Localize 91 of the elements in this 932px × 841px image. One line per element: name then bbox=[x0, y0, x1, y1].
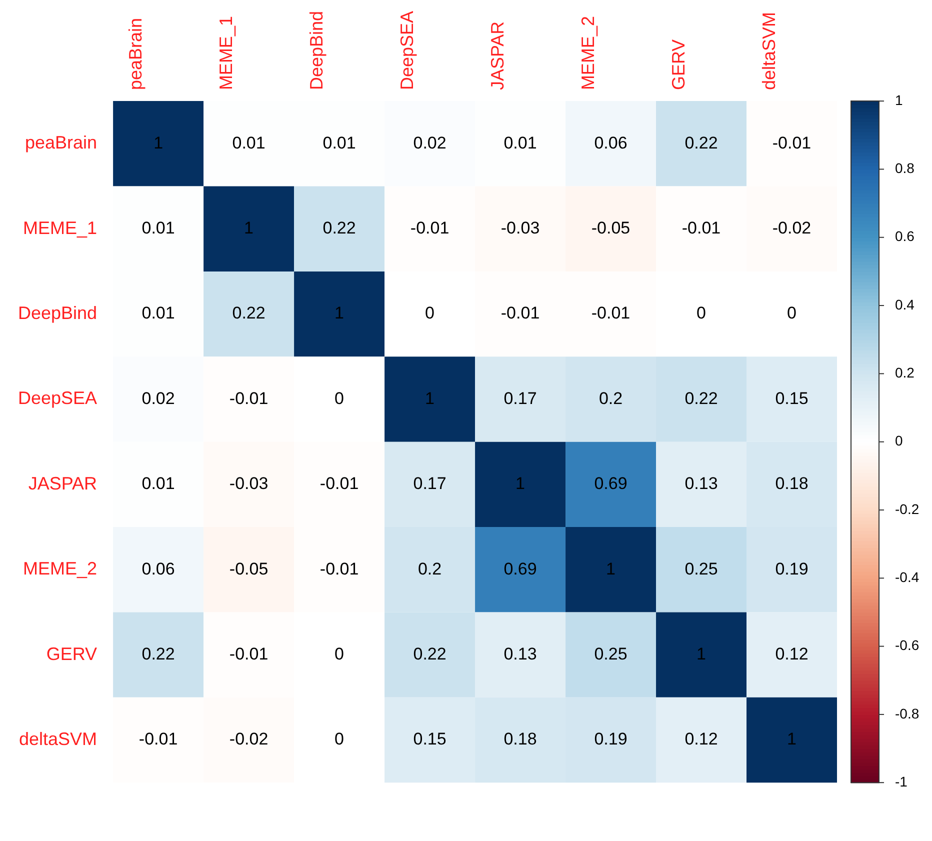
color-bar-label: -0.8 bbox=[895, 705, 920, 722]
data-label: 0.69 bbox=[504, 559, 537, 578]
data-label: 0.19 bbox=[775, 559, 808, 578]
color-bar-label: -0.4 bbox=[895, 568, 920, 585]
data-label: 0.02 bbox=[413, 133, 446, 152]
color-bar-label: 0.6 bbox=[895, 228, 915, 244]
data-label: 1 bbox=[425, 388, 435, 408]
data-label: 0 bbox=[696, 304, 706, 323]
data-label: 0.01 bbox=[142, 474, 175, 494]
y-tick-label: DeepBind bbox=[18, 303, 98, 324]
y-tick-label: DeepSEA bbox=[18, 388, 98, 408]
data-label: 0 bbox=[334, 388, 344, 408]
data-label: 0 bbox=[334, 644, 344, 664]
data-label: 1 bbox=[696, 644, 706, 664]
x-tick-label: DeepSEA bbox=[397, 10, 418, 90]
data-label: -0.01 bbox=[229, 388, 268, 408]
y-tick-label: JASPAR bbox=[28, 473, 98, 494]
data-label: 0.01 bbox=[322, 133, 356, 152]
data-label: -0.01 bbox=[410, 218, 450, 238]
data-label: -0.01 bbox=[591, 304, 630, 323]
y-tick-label: MEME_2 bbox=[23, 558, 98, 579]
data-label: 0.22 bbox=[142, 644, 175, 664]
data-label: -0.05 bbox=[591, 218, 630, 238]
x-tick-label: MEME_1 bbox=[216, 16, 236, 90]
data-label: -0.02 bbox=[772, 218, 812, 238]
data-label: 1 bbox=[154, 133, 164, 152]
data-label: 0.22 bbox=[322, 218, 356, 238]
color-bar-label: 0.2 bbox=[895, 364, 915, 381]
x-tick-label: peaBrain bbox=[126, 18, 146, 90]
data-label: 0.02 bbox=[142, 388, 175, 408]
color-bar-label: -1 bbox=[895, 773, 908, 790]
data-label: 0.18 bbox=[504, 730, 537, 749]
data-label: 0.22 bbox=[413, 644, 446, 664]
color-bar-label: 0.4 bbox=[895, 296, 915, 312]
data-label: -0.01 bbox=[500, 304, 540, 323]
data-label: 0.18 bbox=[775, 474, 808, 494]
color-bar-label: -0.2 bbox=[895, 500, 920, 517]
data-label: 0.01 bbox=[142, 218, 175, 238]
y-tick-label: GERV bbox=[46, 644, 98, 664]
y-tick-label: deltaSVM bbox=[19, 728, 98, 749]
data-label: 1 bbox=[244, 218, 254, 238]
data-label: 0.01 bbox=[232, 133, 266, 152]
x-tick-label: deltaSVM bbox=[759, 12, 780, 90]
color-bar-label: 0 bbox=[895, 432, 903, 449]
y-tick-label: peaBrain bbox=[24, 132, 98, 153]
data-label: 0.22 bbox=[232, 304, 266, 323]
data-label: -0.05 bbox=[229, 559, 268, 578]
data-label: -0.02 bbox=[229, 730, 268, 749]
data-label: -0.01 bbox=[772, 133, 812, 152]
color-bar-label: -0.6 bbox=[895, 637, 920, 654]
data-label: -0.01 bbox=[682, 218, 721, 238]
data-label: -0.01 bbox=[138, 730, 178, 749]
data-label: 0.69 bbox=[594, 474, 628, 494]
x-tick-label: MEME_2 bbox=[578, 16, 598, 90]
data-label: 0.06 bbox=[142, 559, 175, 578]
data-label: 1 bbox=[787, 730, 796, 749]
data-label: 1 bbox=[334, 304, 344, 323]
data-label: 0.15 bbox=[775, 388, 808, 408]
x-tick-label: GERV bbox=[668, 39, 689, 90]
data-label: 0.2 bbox=[418, 559, 442, 578]
data-label: 0.22 bbox=[684, 388, 718, 408]
data-label: 1 bbox=[516, 474, 526, 494]
data-label: 0.01 bbox=[142, 304, 175, 323]
data-label: 0.17 bbox=[504, 388, 537, 408]
data-label: 0 bbox=[425, 304, 435, 323]
data-label: 0.17 bbox=[413, 474, 446, 494]
data-label: 0.06 bbox=[594, 133, 628, 152]
color-bar-label: 0.8 bbox=[895, 160, 915, 176]
data-label: -0.03 bbox=[500, 218, 540, 238]
data-label: 0.01 bbox=[504, 133, 537, 152]
data-label: 0 bbox=[787, 304, 796, 323]
data-label: -0.01 bbox=[229, 644, 268, 664]
x-tick-label: JASPAR bbox=[488, 21, 508, 90]
data-label: -0.03 bbox=[229, 474, 268, 494]
data-label: 0.13 bbox=[504, 644, 537, 664]
data-label: 0.19 bbox=[594, 730, 628, 749]
data-label: 0.12 bbox=[684, 730, 718, 749]
data-label: 0.22 bbox=[684, 133, 718, 152]
data-label: 0.2 bbox=[598, 388, 623, 408]
data-label: 0.15 bbox=[413, 730, 446, 749]
data-label: 0.25 bbox=[684, 559, 718, 578]
data-label: 0 bbox=[334, 730, 344, 749]
color-bar-label: 1 bbox=[895, 92, 903, 108]
data-label: 1 bbox=[606, 559, 616, 578]
data-label: 0.12 bbox=[775, 644, 808, 664]
data-label: 0.13 bbox=[684, 474, 718, 494]
data-label: 0.25 bbox=[594, 644, 628, 664]
data-label: -0.01 bbox=[320, 474, 359, 494]
x-tick-label: DeepBind bbox=[306, 10, 327, 90]
data-label: -0.01 bbox=[320, 559, 359, 578]
y-tick-label: MEME_1 bbox=[23, 218, 98, 238]
